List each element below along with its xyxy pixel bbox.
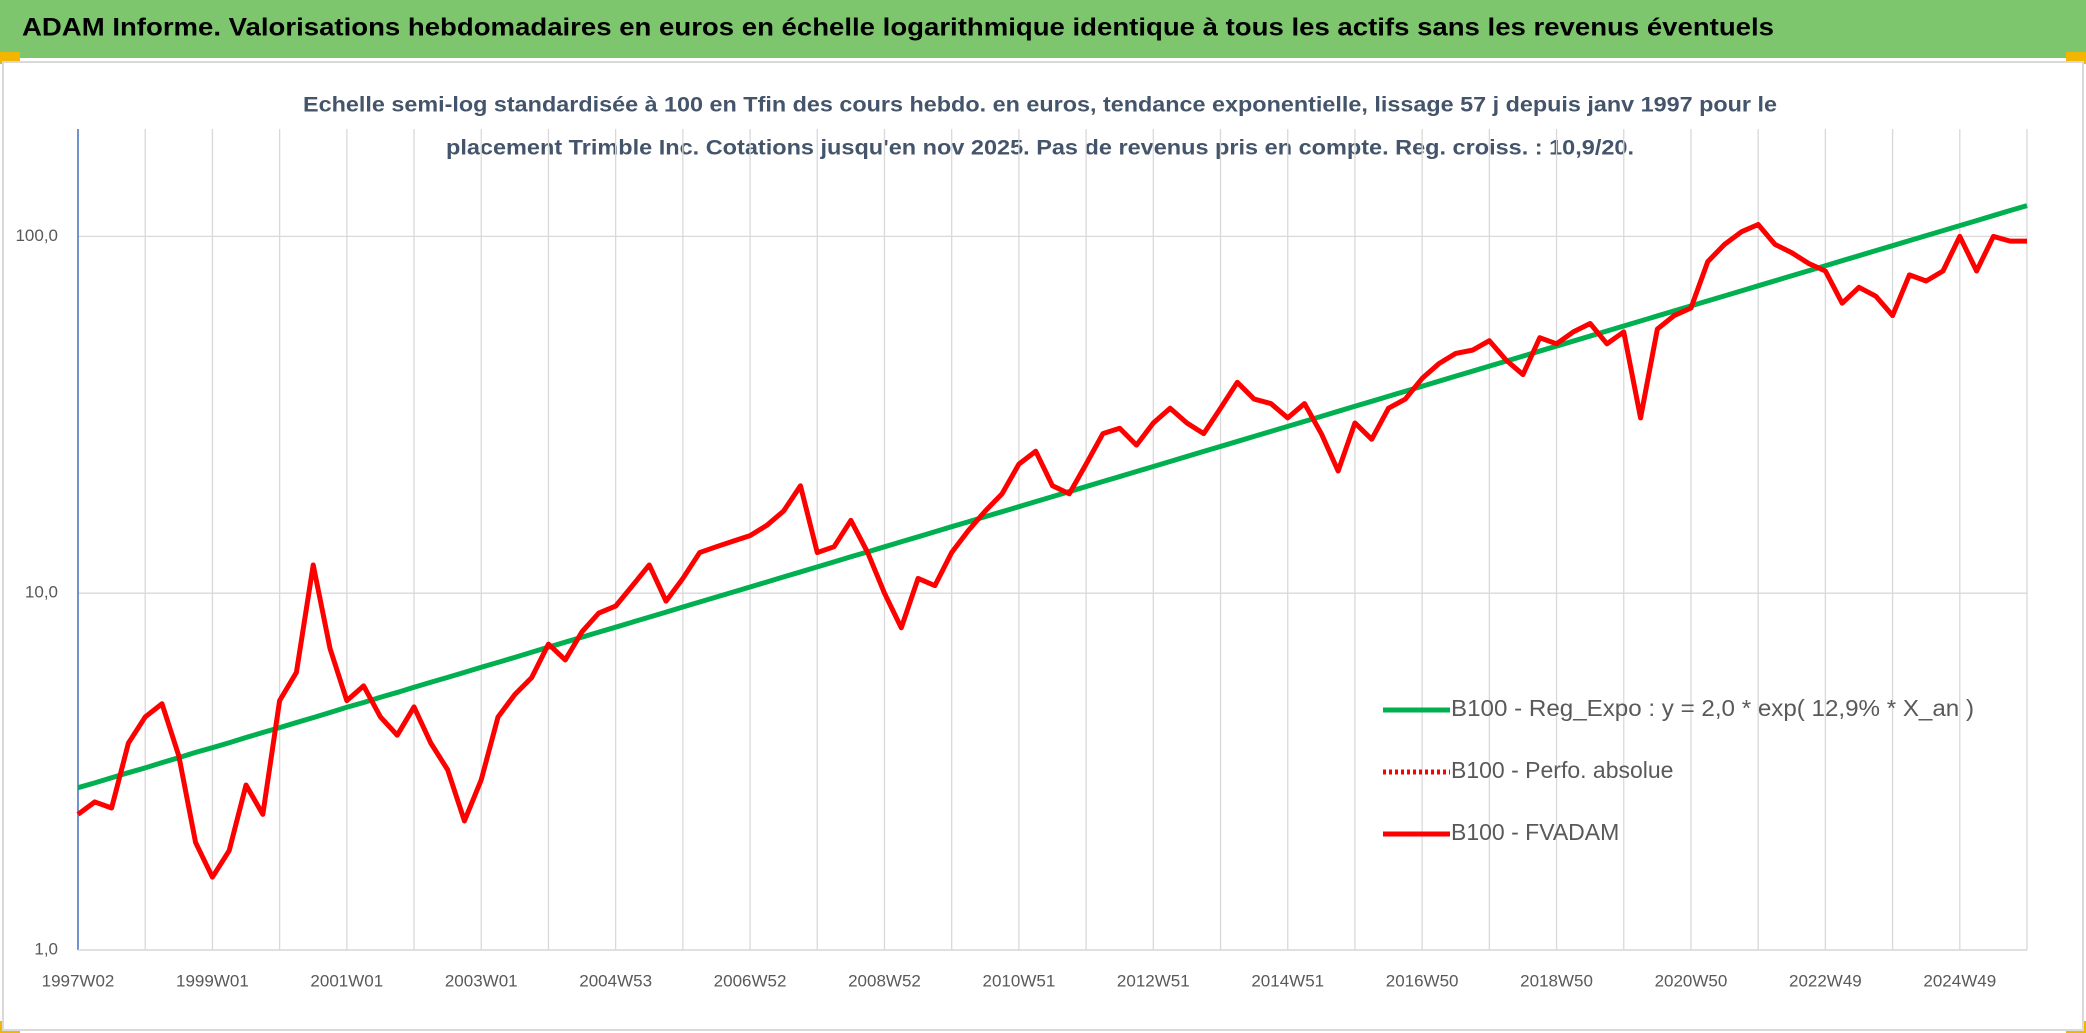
chart-subtitle: placement Trimble Inc. Cotations jusqu'e…: [446, 137, 1634, 160]
x-tick-label: 2020W50: [1655, 971, 1728, 990]
x-tick-label: 2006W52: [714, 971, 787, 990]
chart-title: ADAM Informe. Valorisations hebdomadaire…: [22, 14, 1774, 42]
title-band: [0, 0, 2086, 58]
x-tick-label: 2012W51: [1117, 971, 1190, 990]
x-tick-label: 2004W53: [579, 971, 652, 990]
x-tick-label: 2001W01: [310, 971, 383, 990]
series-line: [77, 203, 2028, 791]
x-tick-label: 2022W49: [1789, 971, 1862, 990]
x-tick-label: 1997W02: [42, 971, 115, 990]
legend-label: B100 - Reg_Expo : y = 2,0 * exp( 12,9% *…: [1451, 695, 1974, 721]
y-tick-label: 10,0: [25, 583, 58, 602]
chart-frame: [2, 61, 2084, 1031]
y-tick-label: 100,0: [15, 226, 58, 245]
x-tick-label: 2008W52: [848, 971, 921, 990]
x-tick-label: 1999W01: [176, 971, 249, 990]
x-tick-label: 2003W01: [445, 971, 518, 990]
x-tick-label: 2014W51: [1251, 971, 1324, 990]
series-line: [76, 221, 2027, 880]
legend-label: B100 - FVADAM: [1451, 819, 1619, 845]
x-tick-label: 2018W50: [1520, 971, 1593, 990]
x-tick-label: 2016W50: [1386, 971, 1459, 990]
legend-label: B100 - Perfo. absolue: [1451, 757, 1673, 783]
x-tick-label: 2024W49: [1923, 971, 1996, 990]
x-tick-label: 2010W51: [983, 971, 1056, 990]
chart-subtitle: Echelle semi-log standardisée à 100 en T…: [303, 94, 1777, 117]
y-tick-label: 1,0: [34, 939, 58, 958]
